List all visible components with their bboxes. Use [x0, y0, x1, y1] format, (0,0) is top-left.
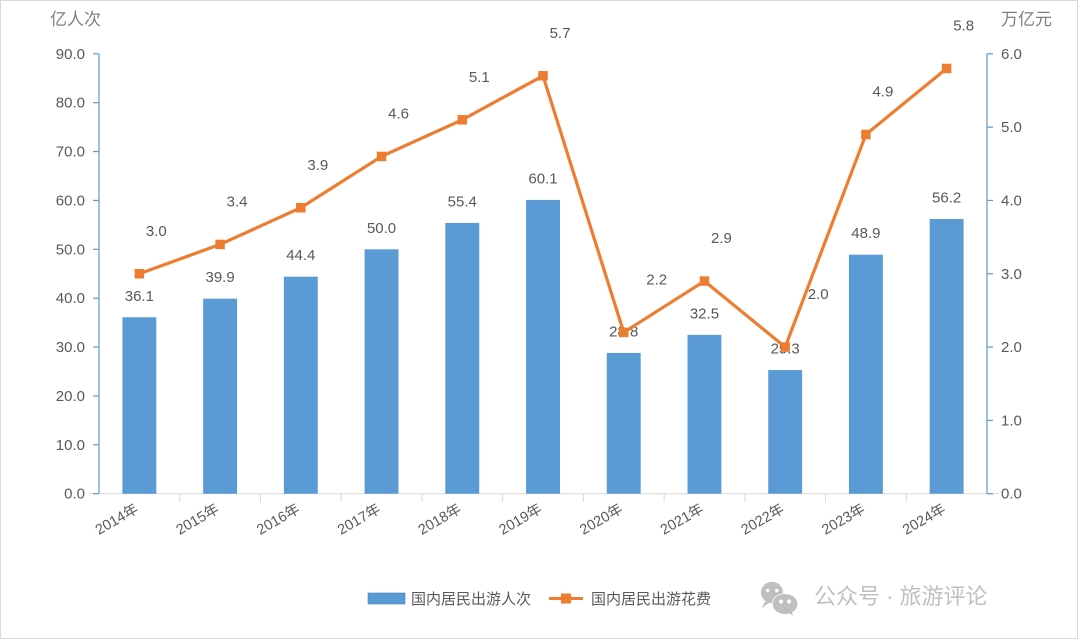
svg-text:48.9: 48.9	[851, 225, 880, 242]
svg-text:2022年: 2022年	[738, 500, 787, 538]
svg-text:32.5: 32.5	[690, 305, 719, 322]
svg-text:国内居民出游人次: 国内居民出游人次	[411, 591, 531, 608]
svg-text:2.2: 2.2	[646, 271, 667, 288]
svg-text:20.0: 20.0	[56, 388, 85, 405]
svg-text:万亿元: 万亿元	[1001, 10, 1052, 29]
svg-text:2019年: 2019年	[496, 500, 545, 538]
svg-text:2023年: 2023年	[819, 500, 868, 538]
svg-text:44.4: 44.4	[286, 247, 315, 264]
svg-text:5.7: 5.7	[550, 25, 571, 42]
svg-text:2020年: 2020年	[577, 500, 626, 538]
svg-text:国内居民出游花费: 国内居民出游花费	[591, 591, 711, 608]
svg-text:30.0: 30.0	[56, 339, 85, 356]
svg-text:50.0: 50.0	[367, 220, 396, 237]
svg-text:56.2: 56.2	[932, 190, 961, 207]
svg-text:亿人次: 亿人次	[50, 10, 101, 29]
svg-text:50.0: 50.0	[56, 241, 85, 258]
svg-text:6.0: 6.0	[1001, 46, 1022, 63]
svg-text:70.0: 70.0	[56, 144, 85, 161]
svg-text:0.0: 0.0	[64, 486, 85, 503]
svg-text:55.4: 55.4	[448, 193, 477, 210]
svg-text:2016年: 2016年	[254, 500, 303, 538]
svg-text:39.9: 39.9	[205, 269, 234, 286]
svg-text:5.0: 5.0	[1001, 119, 1022, 136]
svg-text:10.0: 10.0	[56, 437, 85, 454]
svg-text:2.0: 2.0	[808, 286, 829, 303]
svg-text:90.0: 90.0	[56, 46, 85, 63]
svg-text:60.1: 60.1	[528, 170, 557, 187]
svg-text:5.1: 5.1	[469, 69, 490, 86]
svg-text:2018年: 2018年	[415, 500, 464, 538]
svg-text:3.4: 3.4	[227, 193, 248, 210]
svg-text:2017年: 2017年	[335, 500, 384, 538]
svg-text:2014年: 2014年	[92, 500, 141, 538]
svg-text:2.0: 2.0	[1001, 339, 1022, 356]
svg-text:36.1: 36.1	[125, 288, 154, 305]
svg-text:60.0: 60.0	[56, 192, 85, 209]
svg-text:3.9: 3.9	[307, 157, 328, 174]
svg-text:2024年: 2024年	[900, 500, 949, 538]
svg-text:40.0: 40.0	[56, 290, 85, 307]
svg-text:1.0: 1.0	[1001, 412, 1022, 429]
svg-text:4.6: 4.6	[388, 105, 409, 122]
svg-text:4.0: 4.0	[1001, 192, 1022, 209]
svg-text:2015年: 2015年	[173, 500, 222, 538]
svg-text:5.8: 5.8	[953, 17, 974, 34]
svg-text:3.0: 3.0	[146, 223, 167, 240]
svg-text:4.9: 4.9	[872, 83, 893, 100]
svg-text:2021年: 2021年	[657, 500, 706, 538]
svg-text:3.0: 3.0	[1001, 266, 1022, 283]
svg-text:0.0: 0.0	[1001, 486, 1022, 503]
svg-text:2.9: 2.9	[711, 230, 732, 247]
svg-text:公众号 · 旅游评论: 公众号 · 旅游评论	[814, 584, 988, 609]
svg-text:80.0: 80.0	[56, 95, 85, 112]
